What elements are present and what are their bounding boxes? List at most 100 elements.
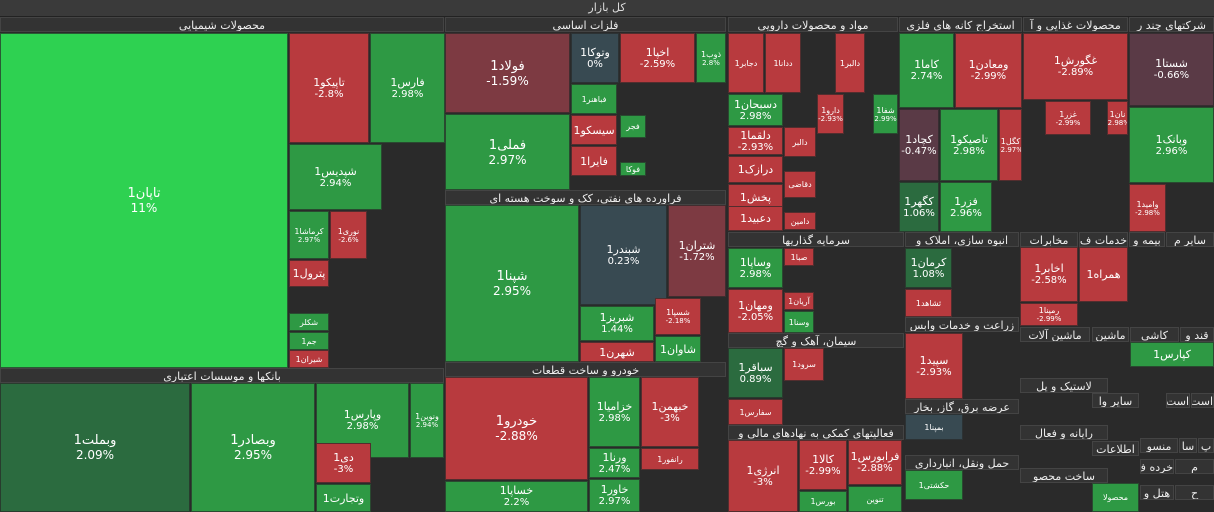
stock-cell[interactable]: وبملت1 2.09% xyxy=(0,383,190,512)
sector-header[interactable]: ساخت محصو xyxy=(1020,468,1108,483)
stock-cell[interactable]: خساپا1 2.2% xyxy=(445,481,588,512)
stock-cell[interactable]: کپارس1 xyxy=(1130,342,1214,367)
stock-cell[interactable]: تاپان1 11% xyxy=(0,33,288,368)
stock-cell[interactable]: دی1 -3% xyxy=(316,443,371,483)
stock-cell[interactable]: وتوکا1 0% xyxy=(571,33,619,83)
sector-header[interactable]: خدمات ف xyxy=(1079,232,1128,247)
stock-cell[interactable]: ومهان1 -2.05% xyxy=(728,289,783,333)
stock-cell[interactable]: پترول1 xyxy=(289,260,329,287)
stock-cell[interactable]: وبانک1 2.96% xyxy=(1129,107,1214,183)
stock-cell[interactable]: نوری1 -2.6% xyxy=(330,211,367,259)
stock-cell[interactable]: انرژی1 -3% xyxy=(728,440,798,512)
sector-header[interactable]: هتل و xyxy=(1140,485,1174,500)
sector-header[interactable]: خودرو و ساخت قطعات xyxy=(445,362,726,377)
stock-cell[interactable]: وامید1 -2.98% xyxy=(1129,184,1166,232)
sector-header[interactable]: سایر م xyxy=(1166,232,1214,247)
stock-cell[interactable]: فایرا1 xyxy=(571,146,617,176)
stock-cell[interactable]: ونوین1 2.94% xyxy=(410,383,444,458)
stock-cell[interactable]: فباهنر1 xyxy=(571,84,617,114)
stock-cell[interactable]: دجابر1 xyxy=(728,33,764,93)
stock-cell[interactable]: خزامیا1 2.98% xyxy=(589,377,640,447)
stock-cell[interactable]: سفارس1 xyxy=(728,399,783,425)
stock-cell[interactable]: کرماشا1 2.97% xyxy=(289,211,329,259)
sector-header[interactable]: ماشین آلات xyxy=(1020,327,1090,342)
stock-cell[interactable]: فولاد1 -1.59% xyxy=(445,33,570,113)
stock-cell[interactable]: صبا1 xyxy=(784,248,814,266)
sector-header[interactable]: محصولات شیمیایی xyxy=(0,17,444,32)
stock-cell[interactable]: محصولا xyxy=(1092,483,1139,512)
sector-header[interactable]: ح xyxy=(1175,485,1214,500)
stock-cell[interactable]: شتران1 -1.72% xyxy=(668,205,726,297)
stock-cell[interactable]: فرابورس1 -2.88% xyxy=(848,440,902,485)
stock-cell[interactable]: دقاضی xyxy=(784,171,816,198)
stock-cell[interactable]: غگورش1 -2.89% xyxy=(1023,33,1128,100)
stock-cell[interactable]: ددانا1 xyxy=(765,33,801,93)
sector-header[interactable]: فعالیتهای کمکی به نهادهای مالی و xyxy=(728,425,904,440)
sector-header[interactable]: م xyxy=(1175,459,1214,474)
stock-cell[interactable]: حکشتی1 xyxy=(905,470,963,500)
stock-cell[interactable]: سرود1 xyxy=(784,348,824,381)
stock-cell[interactable]: دلقما1 -2.93% xyxy=(728,127,783,155)
stock-cell[interactable]: رانفور1 xyxy=(641,448,699,470)
sector-header[interactable]: رایانه و فعال xyxy=(1020,425,1108,440)
stock-cell[interactable]: وتجارت1 xyxy=(316,484,371,512)
sector-header[interactable]: سرمایه گذاریها xyxy=(728,232,904,247)
stock-cell[interactable]: غزر1 -2.99% xyxy=(1045,101,1091,135)
stock-cell[interactable]: اخابر1 -2.58% xyxy=(1020,247,1078,302)
stock-cell[interactable]: سپید1 -2.93% xyxy=(905,333,963,399)
stock-cell[interactable]: خودرو1 -2.88% xyxy=(445,377,588,480)
stock-cell[interactable]: ذوب1 2.8% xyxy=(696,33,726,83)
stock-cell[interactable]: وبصادر1 2.95% xyxy=(191,383,315,512)
sector-header[interactable]: محصولات غذایی و آ xyxy=(1023,17,1128,32)
stock-cell[interactable]: فملی1 2.97% xyxy=(445,114,570,190)
stock-cell[interactable]: همراه1 xyxy=(1079,247,1128,302)
stock-cell[interactable]: سباقر1 0.89% xyxy=(728,348,783,398)
stock-cell[interactable]: شفا1 2.99% xyxy=(873,94,898,134)
sector-header[interactable]: سا xyxy=(1179,438,1197,453)
stock-cell[interactable]: سیسکو1 xyxy=(571,115,617,145)
stock-cell[interactable]: آریان1 xyxy=(784,292,814,310)
stock-cell[interactable]: تنوین xyxy=(848,486,902,512)
stock-cell[interactable]: تاپیکو1 -2.8% xyxy=(289,33,369,143)
stock-cell[interactable]: شبندر1 0.23% xyxy=(580,205,667,305)
stock-cell[interactable]: تاصیکو1 2.98% xyxy=(940,109,998,181)
stock-cell[interactable]: فزر1 2.96% xyxy=(940,182,992,232)
stock-cell[interactable]: درازک1 xyxy=(728,156,783,183)
sector-header[interactable]: ماشین xyxy=(1092,327,1129,342)
stock-cell[interactable]: خبهمن1 -3% xyxy=(641,377,699,447)
stock-cell[interactable]: ومعادن1 -2.99% xyxy=(955,33,1022,108)
stock-cell[interactable]: کرمان1 1.08% xyxy=(905,248,952,288)
stock-cell[interactable]: خاور1 2.97% xyxy=(589,479,640,512)
sector-header[interactable]: شرکتهای چند ر xyxy=(1129,17,1214,32)
stock-cell[interactable]: ثشاهد1 xyxy=(905,289,952,317)
stock-cell[interactable]: کالا1 -2.99% xyxy=(799,440,847,490)
sector-header[interactable]: لاستیک و پل xyxy=(1020,378,1108,393)
stock-cell[interactable]: نان1-2.98% xyxy=(1107,101,1128,135)
stock-cell[interactable]: شپدیس1 2.94% xyxy=(289,144,382,210)
stock-cell[interactable]: وساپا1 2.98% xyxy=(728,248,783,288)
sector-header[interactable]: پ xyxy=(1198,438,1214,453)
stock-cell[interactable]: کگهر1 1.06% xyxy=(899,182,939,232)
stock-cell[interactable]: شهرن1 xyxy=(580,342,654,362)
stock-cell[interactable]: دسبحان1 2.98% xyxy=(728,94,783,126)
stock-cell[interactable]: فجر xyxy=(620,115,646,138)
stock-cell[interactable]: دعبید1 xyxy=(728,206,783,231)
sector-header[interactable]: بیمه و xyxy=(1129,232,1165,247)
stock-cell[interactable]: بمپنا1 xyxy=(905,414,963,440)
sector-header[interactable]: منسو xyxy=(1140,438,1178,453)
sector-header[interactable]: حمل ونقل، انبارداری xyxy=(905,455,1019,470)
stock-cell[interactable]: شستا1 -0.66% xyxy=(1129,33,1214,106)
stock-cell[interactable]: دالبر xyxy=(784,127,816,157)
stock-cell[interactable]: شپنا1 2.95% xyxy=(445,205,579,362)
sector-header[interactable]: انبوه سازی، املاک و xyxy=(905,232,1019,247)
stock-cell[interactable]: شکلر xyxy=(289,313,329,331)
stock-cell[interactable]: دارو1 -2.93% xyxy=(817,94,844,134)
stock-cell[interactable]: وسنا1 xyxy=(784,311,814,333)
sector-header[interactable]: اطلاعات xyxy=(1092,441,1139,456)
stock-cell[interactable]: بورس1 xyxy=(799,491,847,512)
stock-cell[interactable]: اخپا1 -2.59% xyxy=(620,33,695,83)
stock-cell[interactable]: کگل1 -2.97% xyxy=(999,109,1022,181)
sector-header[interactable]: مخابرات xyxy=(1020,232,1078,247)
sector-header[interactable]: مواد و محصولات دارویی xyxy=(728,17,898,32)
sector-header[interactable]: بانکها و موسسات اعتباری xyxy=(0,368,444,383)
